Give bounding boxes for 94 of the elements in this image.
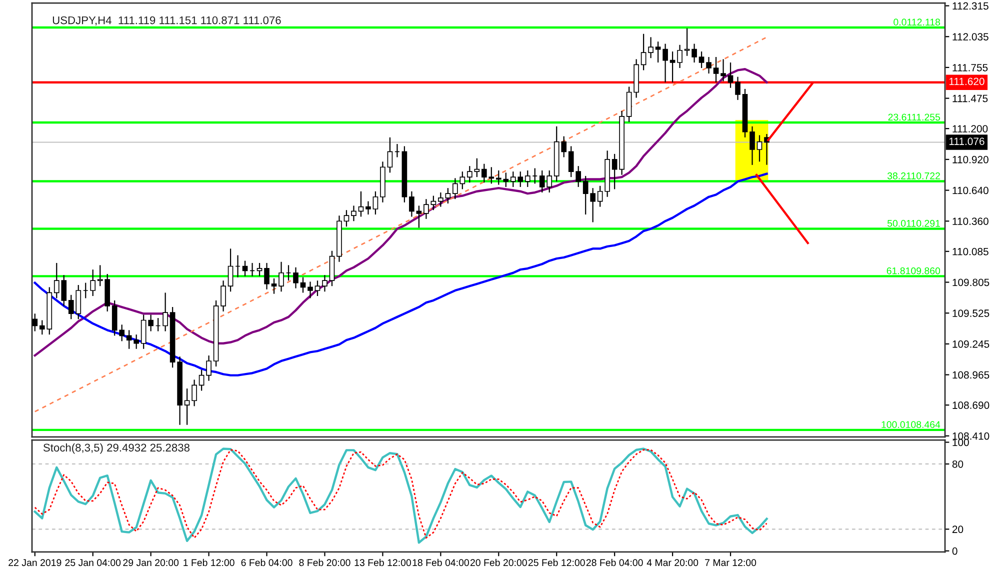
y-tick-label: 110.640 [952, 186, 988, 194]
ref-line-label: 0.0112.118 [894, 18, 940, 26]
y-tick-label: 111.200 [952, 125, 988, 132]
x-tick-label: 20 Feb 20:00 [470, 558, 527, 566]
candlestick [242, 260, 248, 277]
candlestick [192, 379, 197, 407]
ref-line-label: 50.0110.291 [887, 220, 940, 227]
ref-line-label: 61.8109.860 [886, 267, 940, 274]
line-series [34, 68, 768, 357]
candlestick [372, 190, 378, 216]
candlestick [220, 280, 226, 312]
candlestick [32, 313, 38, 332]
chart-title: Stoch(8,3,5) 29.4932 25.2838 [43, 443, 190, 454]
ref-line-label: 111.076 [949, 138, 984, 146]
y-tick-label: 108.410 [952, 432, 990, 440]
candlestick [735, 76, 740, 101]
y-tick-label: 110.085 [952, 248, 988, 256]
candlestick [524, 170, 530, 188]
candlestick [720, 58, 726, 82]
candlestick [750, 126, 755, 166]
candlestick [430, 195, 436, 211]
candlestick [728, 62, 734, 88]
candlestick [655, 41, 661, 64]
x-tick-label: 13 Feb 12:00 [354, 558, 411, 566]
x-tick-label: 28 Feb 04:00 [586, 558, 643, 566]
x-tick-label: 6 Feb 04:00 [241, 558, 292, 566]
x-tick-label: 22 Jan 2019 [8, 559, 62, 566]
x-tick-label: 18 Feb 04:00 [412, 558, 469, 566]
x-tick-label: 1 Feb 12:00 [184, 558, 234, 566]
x-tick-label: 4 Mar 20:00 [646, 559, 698, 566]
candlestick [293, 266, 298, 289]
candlestick [314, 280, 320, 297]
candlestick [416, 205, 422, 228]
y-tick-label: 109.245 [952, 340, 990, 348]
x-tick-label: 29 Jan 20:00 [123, 559, 179, 566]
candlestick [300, 276, 306, 294]
candlestick [206, 354, 212, 382]
x-tick-label: 25 Jan 04:00 [65, 559, 121, 566]
candlestick [452, 178, 458, 200]
y-tick-label: 111.475 [952, 94, 988, 102]
candlestick [692, 43, 697, 64]
text: USDJPY,H4 111.119 111.151 110.871 111.076 [52, 16, 281, 26]
y-tick-label: 109.805 [952, 278, 990, 286]
candlestick [278, 261, 284, 292]
candlestick [322, 274, 328, 292]
x-tick-label: 7 Mar 12:00 [705, 559, 756, 566]
candlestick [445, 188, 451, 204]
line-series [34, 172, 768, 376]
candlestick [162, 292, 168, 332]
candlestick [271, 278, 277, 294]
candlestick [264, 262, 270, 290]
candlestick [358, 190, 364, 218]
candlestick [684, 28, 690, 56]
ref-line-label: 111.620 [949, 78, 984, 86]
candlestick [756, 134, 762, 162]
y-tick-label: 110.360 [952, 218, 988, 225]
y-tick-label: 110.920 [952, 156, 988, 164]
candlestick [424, 198, 429, 220]
candlestick [366, 200, 371, 216]
y-tick-label: 111.755 [952, 64, 988, 72]
candlestick [438, 192, 444, 208]
y-tick-label: 108.965 [952, 371, 990, 379]
candlestick [409, 190, 414, 218]
candlestick [344, 210, 350, 228]
y-tick-label: 80 [952, 460, 964, 468]
candlestick [648, 36, 654, 59]
candlestick [706, 56, 712, 74]
candlestick [662, 43, 668, 83]
y-tick-label: 109.525 [952, 310, 990, 317]
candlestick [670, 50, 676, 83]
candlestick [90, 269, 96, 297]
ref-line-label: 23.6111.255 [888, 114, 940, 121]
ref-line-label: 100.0108.464 [882, 421, 940, 428]
candlestick [351, 205, 356, 222]
y-tick-label: 108.690 [952, 402, 990, 409]
candlestick [387, 136, 393, 174]
candlestick [698, 50, 704, 69]
candlestick [184, 388, 190, 426]
candlestick [612, 153, 618, 190]
ref-line-label: 38.2110.722 [887, 172, 940, 180]
candlestick [640, 33, 646, 71]
y-tick-label: 0 [952, 547, 958, 555]
y-tick-label: 112.315 [952, 2, 988, 10]
candlestick [256, 262, 262, 277]
x-tick-label: 8 Feb 20:00 [299, 558, 350, 566]
candlestick [198, 369, 204, 392]
y-tick-label: 112.035 [952, 33, 988, 40]
x-tick-label: 25 Feb 12:00 [528, 558, 585, 566]
candlestick [713, 56, 719, 83]
candlestick [677, 44, 682, 69]
y-tick-label: 20 [952, 526, 964, 534]
candlestick [228, 248, 234, 292]
candlestick [308, 281, 313, 299]
candlestick [460, 170, 466, 190]
